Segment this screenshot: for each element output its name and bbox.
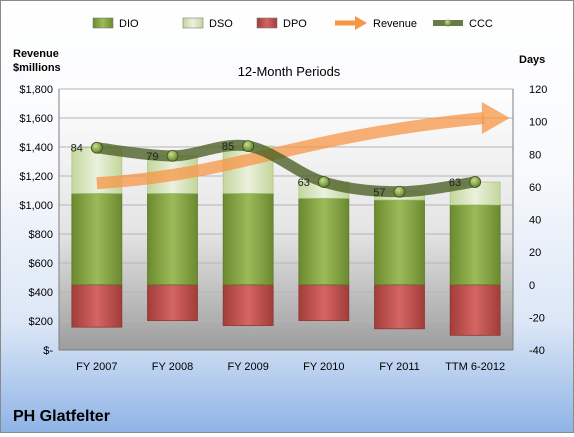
ccc-data-label: 63 [449,177,461,189]
dio-bar [71,192,123,286]
dpo-bar [222,284,274,326]
left-tick-label: $400 [29,287,53,299]
left-tick-label: $200 [29,316,53,328]
category-label: FY 2011 [379,361,420,373]
category-label: FY 2009 [227,361,268,373]
left-tick-label: $600 [29,258,53,270]
legend-label-dso: DSO [209,18,233,30]
legend-label-ccc: CCC [469,18,493,30]
right-tick-label: 20 [529,247,541,259]
ccc-point [393,185,406,198]
legend-swatch-revenue-head [355,16,367,30]
category-label: FY 2010 [303,361,344,373]
legend-swatch-dso [182,17,204,29]
ccc-point [166,149,179,162]
ccc-point [469,176,482,188]
right-tick-label: -20 [529,312,545,324]
plot-area [59,89,513,350]
right-tick-label: 40 [529,215,541,227]
legend: DIO DSO DPO Revenue CCC [92,16,493,30]
ccc-line: 84 79 85 63 57 63 [71,139,482,199]
dio-bar [374,199,425,286]
legend-swatch-ccc-dot [444,19,452,27]
dio-bar [449,204,501,286]
ccc-series-line [91,139,481,198]
right-tick-label: 60 [529,182,541,194]
dpo-bar [71,284,123,328]
left-tick-label: $1,000 [19,200,53,212]
legend-swatch-dpo [256,17,278,29]
right-tick-label: 0 [529,280,535,292]
category-label: FY 2007 [76,361,117,373]
dio-bar [222,192,274,286]
legend-label-dpo: DPO [283,18,307,30]
ccc-point [90,141,103,154]
ccc-data-label: 85 [222,141,234,153]
ccc-data-label: 63 [298,177,310,189]
left-axis-label-line1: Revenue [13,48,59,60]
dpo-bar [147,284,198,322]
ccc-point [242,140,255,152]
right-tick-label: 80 [529,149,541,161]
right-tick-label: 120 [529,84,547,96]
gridlines [59,88,513,351]
left-tick-label: $1,400 [19,142,53,154]
company-name: PH Glatfelter [13,408,110,425]
right-axis-label: Days [519,54,545,66]
left-axis-label-line2: $millions [13,62,61,74]
legend-label-revenue: Revenue [373,18,417,30]
dpo-bar [449,284,501,336]
left-tick-label: $800 [29,229,53,241]
axes: $- $200 $400 $600 $800 $1,000 $1,200 $1,400 $1,6… [19,84,547,373]
left-tick-label: $1,600 [19,113,53,125]
ccc-data-label: 57 [373,187,385,199]
ccc-data-label: 79 [146,151,158,163]
category-label: TTM 6-2012 [445,361,505,373]
dio-bar [298,197,350,286]
legend-swatch-dio [92,17,114,29]
chart-title: 12-Month Periods [238,64,341,79]
dio-bar [147,192,198,286]
ccc-point [317,176,330,188]
dpo-bar [298,284,350,322]
category-label: FY 2008 [152,361,193,373]
revenue-arrow-head [481,102,510,134]
left-tick-label: $- [43,345,53,357]
left-tick-label: $1,200 [19,171,53,183]
dpo-bar [374,284,425,330]
left-tick-label: $1,800 [19,84,53,96]
ccc-data-label: 84 [71,143,83,155]
legend-label-dio: DIO [119,18,139,30]
right-tick-label: 100 [529,117,547,129]
right-tick-label: -40 [529,345,545,357]
